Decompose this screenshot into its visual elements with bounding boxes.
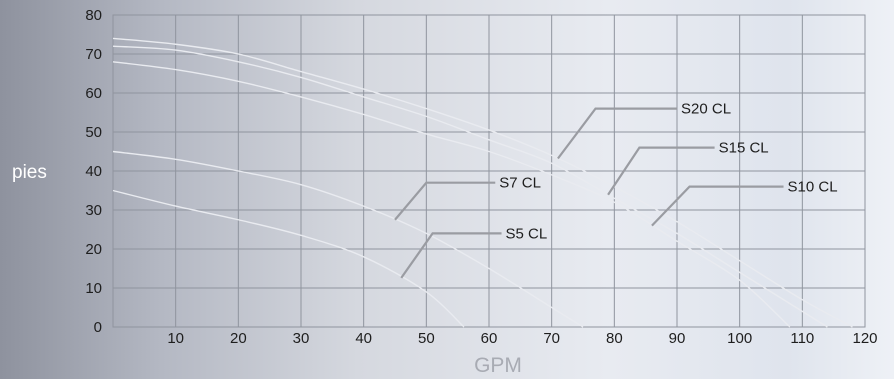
- curve-s15-cl: [112, 45, 828, 328]
- x-tick-label-110: 110: [790, 330, 814, 347]
- x-tick-label-30: 30: [293, 330, 310, 347]
- x-tick-label-120: 120: [852, 330, 877, 347]
- y-tick-label-40: 40: [85, 163, 102, 180]
- x-tick-label-10: 10: [167, 330, 184, 347]
- curves: [112, 37, 853, 328]
- y-tick-label-50: 50: [85, 124, 102, 141]
- x-tick-label-40: 40: [355, 330, 372, 347]
- series-label-s5-cl: S5 CL: [506, 225, 548, 242]
- callout-line-s20-cl: [557, 107, 677, 160]
- y-tick-label-20: 20: [85, 241, 102, 258]
- curve-s5-cl: [112, 189, 465, 328]
- callout-line-s15-cl: [607, 146, 715, 196]
- series-label-s10-cl: S10 CL: [788, 179, 838, 196]
- series-label-s15-cl: S15 CL: [719, 140, 769, 157]
- x-tick-label-50: 50: [418, 330, 435, 347]
- y-tick-label-0: 0: [94, 319, 102, 336]
- y-tick-label-80: 80: [85, 7, 102, 24]
- y-tick-label-60: 60: [85, 85, 102, 102]
- x-tick-label-90: 90: [669, 330, 686, 347]
- x-tick-label-70: 70: [543, 330, 560, 347]
- curve-s20-cl: [112, 37, 853, 328]
- curve-s7-cl: [112, 150, 584, 328]
- y-tick-label-10: 10: [85, 280, 102, 297]
- y-axis-label: pies: [12, 162, 47, 183]
- curve-s10-cl: [112, 61, 791, 328]
- callout-line-s5-cl: [400, 232, 502, 279]
- x-tick-label-60: 60: [481, 330, 498, 347]
- x-axis-label: GPM: [474, 354, 522, 377]
- y-tick-label-70: 70: [85, 46, 102, 63]
- series-label-s7-cl: S7 CL: [499, 175, 541, 192]
- series-label-s20-cl: S20 CL: [681, 101, 731, 118]
- y-tick-label-30: 30: [85, 202, 102, 219]
- callout-line-s10-cl: [651, 185, 784, 227]
- tick-labels: 0 10 20 30 40 50 60 70 80 10 20 30 40 50 60 70 80 90 100 11…: [85, 7, 877, 347]
- x-tick-label-20: 20: [230, 330, 247, 347]
- callout-line-s7-cl: [394, 181, 496, 221]
- callouts: S20 CL S15 CL S10 CL S7 CL S5 CL: [394, 101, 838, 279]
- x-tick-label-80: 80: [606, 330, 623, 347]
- x-tick-label-100: 100: [727, 330, 752, 347]
